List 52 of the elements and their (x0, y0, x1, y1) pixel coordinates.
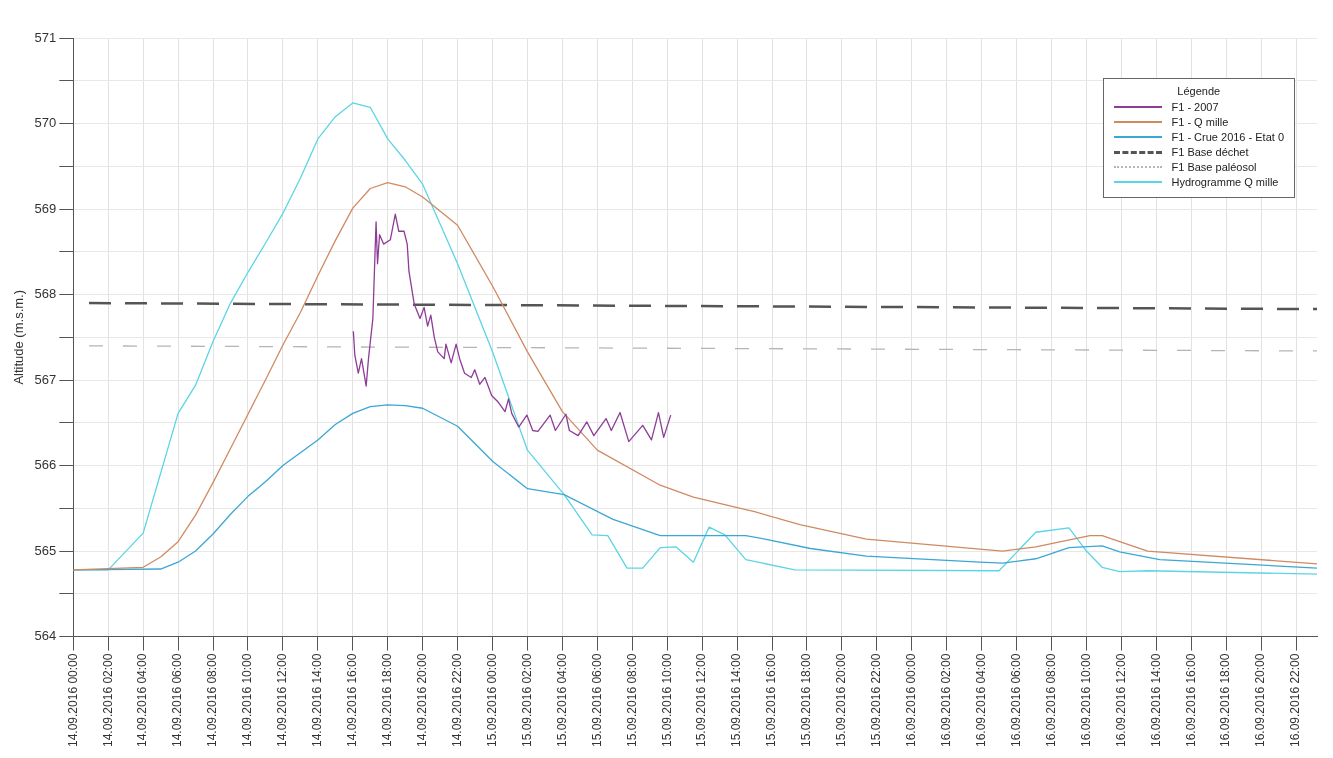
y-tick-label: 565 (34, 542, 57, 558)
x-tick-label: 16.09.2016 08:00 (1043, 653, 1058, 747)
x-tick-label: 15.09.2016 22:00 (869, 653, 884, 747)
x-tick-label: 16.09.2016 06:00 (1008, 653, 1023, 747)
x-tick-label: 14.09.2016 04:00 (135, 653, 150, 747)
x-tick-label: 16.09.2016 20:00 (1253, 653, 1268, 747)
x-tick-label: 16.09.2016 18:00 (1218, 653, 1233, 747)
legend-label: F1 Base paléosol (1171, 161, 1257, 173)
x-tick-label: 14.09.2016 10:00 (240, 653, 255, 747)
y-tick-label: 570 (34, 115, 57, 131)
y-axis-title: Altitude (m.s.m.) (11, 289, 27, 385)
y-tick-label: 566 (34, 457, 57, 473)
x-tick-label: 14.09.2016 00:00 (65, 653, 80, 747)
legend-label: F1 Base déchet (1171, 146, 1249, 158)
legend-label: F1 - 2007 (1171, 101, 1219, 113)
x-tick-label: 15.09.2016 20:00 (834, 653, 849, 747)
x-tick-label: 16.09.2016 14:00 (1148, 653, 1163, 747)
x-tick-label: 16.09.2016 00:00 (904, 653, 919, 747)
x-tick-label: 15.09.2016 00:00 (484, 653, 499, 747)
x-tick-label: 14.09.2016 18:00 (380, 653, 395, 747)
x-tick-label: 16.09.2016 12:00 (1113, 653, 1128, 747)
x-tick-label: 14.09.2016 06:00 (170, 653, 185, 747)
x-tick-label: 16.09.2016 16:00 (1183, 653, 1198, 747)
x-tick-label: 15.09.2016 04:00 (554, 653, 569, 747)
x-tick-label: 14.09.2016 08:00 (205, 653, 220, 747)
x-tick-label: 14.09.2016 16:00 (345, 653, 360, 747)
x-tick-label: 15.09.2016 16:00 (764, 653, 779, 747)
y-tick-label: 567 (34, 371, 57, 387)
y-tick-label: 569 (34, 200, 57, 216)
x-tick-label: 15.09.2016 14:00 (729, 653, 744, 747)
x-tick-label: 14.09.2016 14:00 (310, 653, 325, 747)
x-tick-label: 16.09.2016 10:00 (1078, 653, 1093, 747)
x-tick-label: 15.09.2016 10:00 (659, 653, 674, 747)
legend-title: Légende (1176, 85, 1222, 97)
x-tick-label: 15.09.2016 08:00 (624, 653, 639, 747)
x-tick-label: 16.09.2016 04:00 (973, 653, 988, 747)
legend-label: F1 - Q mille (1171, 116, 1229, 128)
x-tick-label: 14.09.2016 22:00 (449, 653, 464, 747)
legend-label: Hydrogramme Q mille (1171, 176, 1279, 188)
x-tick-label: 15.09.2016 12:00 (694, 653, 709, 747)
x-tick-label: 14.09.2016 02:00 (100, 653, 115, 747)
x-tick-label: 16.09.2016 22:00 (1288, 653, 1303, 747)
y-tick-label: 571 (34, 29, 57, 45)
x-tick-label: 14.09.2016 20:00 (414, 653, 429, 747)
legend-label: F1 - Crue 2016 - Etat 0 (1171, 131, 1284, 143)
x-tick-label: 14.09.2016 12:00 (275, 653, 290, 747)
x-tick-label: 15.09.2016 02:00 (519, 653, 534, 747)
y-tick-label: 568 (34, 286, 57, 302)
x-tick-label: 15.09.2016 06:00 (589, 653, 604, 747)
y-tick-label: 564 (34, 628, 57, 644)
x-tick-label: 16.09.2016 02:00 (938, 653, 953, 747)
x-tick-label: 15.09.2016 18:00 (799, 653, 814, 747)
